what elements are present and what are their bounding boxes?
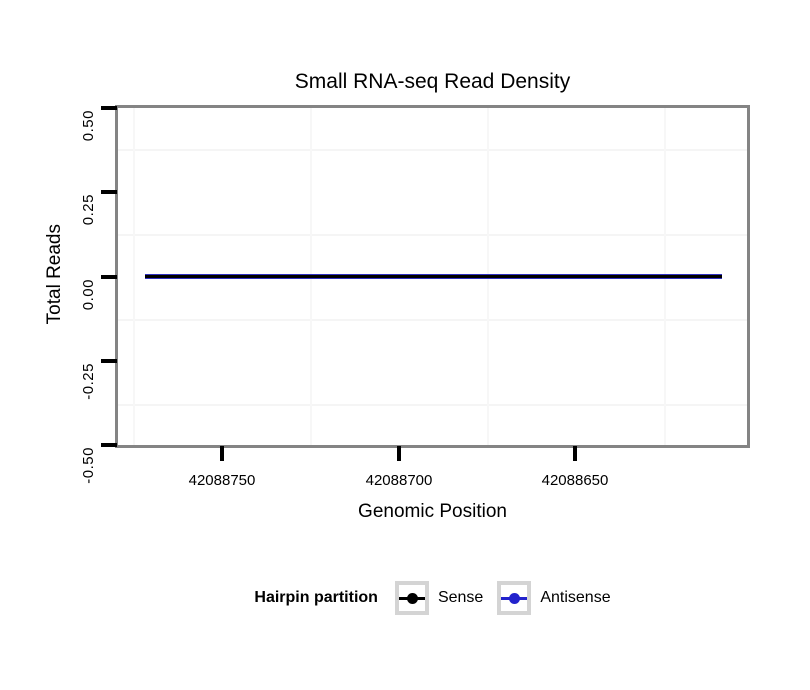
sense-point-icon — [406, 593, 418, 604]
y-tick-label: -0.25 — [80, 363, 97, 400]
minor-gridline-vertical — [133, 108, 135, 445]
y-tick-label: 0.50 — [80, 110, 97, 142]
y-tick-label: 0.00 — [80, 279, 97, 311]
y-tick-mark — [101, 106, 117, 110]
y-tick-label: 0.25 — [80, 194, 97, 226]
y-tick-mark — [101, 275, 117, 279]
series-line-sense — [145, 275, 722, 278]
legend-label-antisense: Antisense — [540, 589, 611, 606]
x-tick-mark — [573, 446, 577, 461]
legend-title: Hairpin partition — [254, 589, 378, 606]
y-tick-mark — [101, 443, 117, 447]
minor-gridline-horizontal — [118, 404, 747, 406]
x-tick-label: 42088700 — [365, 472, 433, 489]
minor-gridline-horizontal — [118, 319, 747, 321]
x-tick-mark — [220, 446, 224, 461]
antisense-point-icon — [509, 593, 521, 604]
y-tick-mark — [101, 359, 117, 363]
legend-label-sense: Sense — [437, 589, 484, 606]
minor-gridline-horizontal — [118, 234, 747, 236]
x-tick-label: 42088750 — [188, 472, 256, 489]
y-tick-mark — [101, 190, 117, 194]
y-tick-label: -0.50 — [80, 447, 97, 484]
x-tick-label: 42088650 — [541, 472, 609, 489]
y-axis-title: Total Reads — [44, 224, 65, 325]
x-axis-title: Genomic Position — [358, 501, 507, 522]
minor-gridline-horizontal — [118, 149, 747, 151]
legend-key-sense — [394, 581, 429, 615]
plot-title: Small RNA-seq Read Density — [294, 70, 571, 93]
plot-panel — [115, 105, 750, 448]
legend: Hairpin partition Sense Antisense — [115, 578, 750, 618]
x-tick-mark — [397, 446, 401, 461]
legend-key-antisense — [497, 581, 532, 615]
